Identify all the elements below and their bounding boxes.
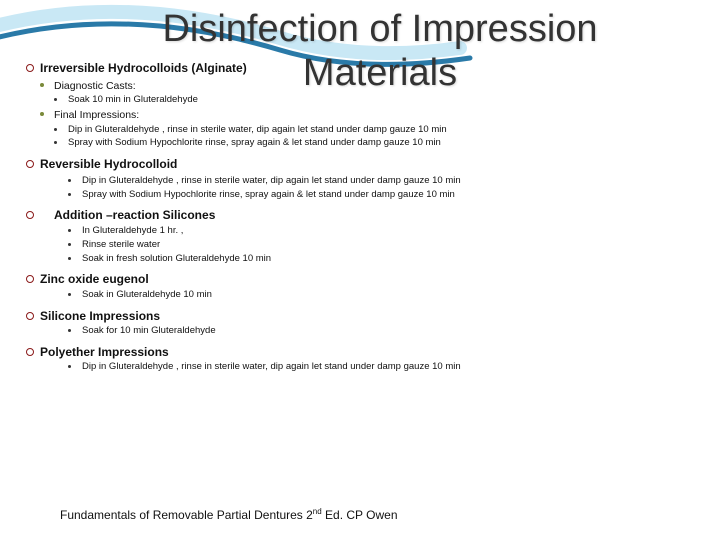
title-line-1: Disinfection of Impression xyxy=(162,8,597,50)
list-item: Soak in Gluteraldehyde 10 min xyxy=(68,289,696,302)
section-zinc-oxide-eugenol: Zinc oxide eugenol Soak in Gluteraldehyd… xyxy=(26,271,696,301)
list-item: Soak for 10 min Gluteraldehyde xyxy=(68,325,696,338)
section-silicone-impressions: Silicone Impressions Soak for 10 min Glu… xyxy=(26,308,696,338)
list-item: Soak 10 min in Gluteraldehyde xyxy=(54,94,696,107)
footer-prefix: Fundamentals of Removable Partial Dentur… xyxy=(60,508,313,522)
section-head: Zinc oxide eugenol xyxy=(40,272,149,286)
slide-content: Irreversible Hydrocolloids (Alginate) Di… xyxy=(26,60,696,380)
list-item: In Gluteraldehyde 1 hr. , xyxy=(68,225,696,238)
subsection-final-impressions: Final Impressions: Dip in Gluteraldehyde… xyxy=(40,108,696,150)
footer-citation: Fundamentals of Removable Partial Dentur… xyxy=(60,507,398,522)
subsection-label: Diagnostic Casts: xyxy=(54,80,136,92)
section-head: Silicone Impressions xyxy=(40,309,160,323)
section-head: Irreversible Hydrocolloids (Alginate) xyxy=(40,61,247,75)
list-item: Spray with Sodium Hypochlorite rinse, sp… xyxy=(54,137,696,150)
subsection-diagnostic-casts: Diagnostic Casts: Soak 10 min in Glutera… xyxy=(40,79,696,107)
section-addition-silicones: Addition –reaction Silicones In Gluteral… xyxy=(26,207,696,265)
footer-superscript: nd xyxy=(313,507,322,516)
footer-suffix: Ed. CP Owen xyxy=(322,508,398,522)
list-item: Soak in fresh solution Gluteraldehyde 10… xyxy=(68,253,696,266)
section-irreversible-hydrocolloids: Irreversible Hydrocolloids (Alginate) Di… xyxy=(26,60,696,150)
section-head: Reversible Hydrocolloid xyxy=(40,157,177,171)
list-item: Rinse sterile water xyxy=(68,239,696,252)
list-item: Dip in Gluteraldehyde , rinse in sterile… xyxy=(54,124,696,137)
list-item: Spray with Sodium Hypochlorite rinse, sp… xyxy=(68,189,696,202)
list-item: Dip in Gluteraldehyde , rinse in sterile… xyxy=(68,361,696,374)
section-head: Addition –reaction Silicones xyxy=(54,208,215,222)
subsection-label: Final Impressions: xyxy=(54,109,139,121)
section-reversible-hydrocolloid: Reversible Hydrocolloid Dip in Gluterald… xyxy=(26,156,696,201)
list-item: Dip in Gluteraldehyde , rinse in sterile… xyxy=(68,175,696,188)
section-head: Polyether Impressions xyxy=(40,345,169,359)
section-polyether-impressions: Polyether Impressions Dip in Gluteraldeh… xyxy=(26,344,696,374)
